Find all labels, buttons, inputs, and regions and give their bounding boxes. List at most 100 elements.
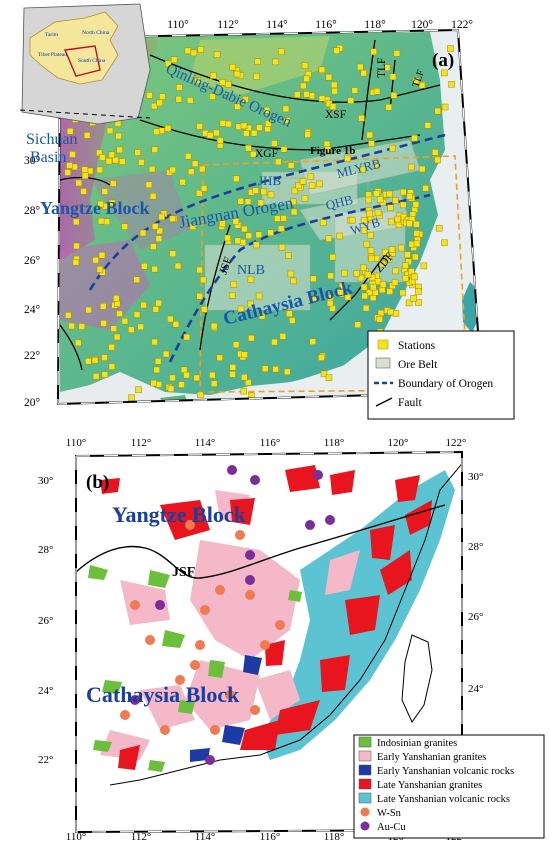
station-marker — [99, 303, 107, 310]
station-marker — [134, 149, 141, 156]
station-marker — [237, 197, 245, 205]
lat-tick-0: 30° — [24, 155, 41, 167]
station-marker — [448, 81, 455, 88]
station-marker — [229, 364, 237, 371]
station-marker — [338, 282, 346, 289]
station-marker — [381, 248, 389, 256]
lon-tick-top-2: 114° — [195, 437, 216, 449]
station-marker — [225, 120, 232, 128]
station-marker — [110, 325, 118, 332]
station-marker — [318, 66, 326, 74]
station-marker — [229, 371, 236, 378]
station-marker — [167, 315, 174, 323]
station-marker — [242, 96, 249, 103]
station-marker — [404, 251, 411, 258]
w-sn-deposit — [120, 710, 130, 720]
station-marker — [115, 132, 122, 140]
station-marker — [183, 333, 191, 341]
lat-tick-5: 20° — [24, 397, 41, 409]
station-marker — [290, 198, 297, 206]
station-marker — [360, 227, 368, 234]
station-marker — [337, 289, 344, 296]
lon-tick-bottom-0: 110° — [66, 831, 87, 841]
station-marker — [232, 218, 240, 225]
legend-stations-label: Stations — [398, 340, 436, 352]
panel-a-map: 108°110°112°114°116°118°120°122° 30°28°2… — [19, 3, 515, 420]
jsf-fault-line — [75, 504, 446, 579]
label-jsf: JSF — [218, 256, 235, 276]
station-marker — [159, 93, 166, 100]
station-marker — [260, 188, 268, 196]
legend-b-label-6: Au-Cu — [377, 822, 406, 833]
lon-tick-3: 114° — [266, 19, 288, 31]
station-marker — [97, 217, 105, 225]
station-marker — [139, 229, 147, 237]
legend-b-label-1: Early Yanshanian granites — [377, 752, 486, 763]
label-sichuan-basin-1: Sichuan — [26, 131, 78, 148]
station-marker — [151, 338, 158, 346]
w-sn-deposit — [260, 640, 270, 650]
station-marker — [376, 316, 383, 323]
station-marker — [200, 276, 207, 284]
lon-tick-top-6: 122° — [446, 437, 467, 449]
station-marker — [78, 323, 86, 330]
legend-fault-symbol — [375, 397, 393, 407]
station-marker — [367, 231, 374, 239]
station-marker — [158, 213, 165, 221]
station-marker — [388, 246, 396, 253]
station-marker — [108, 199, 116, 207]
station-marker — [379, 281, 387, 288]
station-marker — [121, 317, 129, 325]
station-marker — [68, 322, 75, 330]
lon-tick-bottom-3: 116° — [260, 831, 281, 841]
station-marker — [301, 62, 309, 69]
legend-b-symbol-3 — [358, 778, 372, 790]
station-marker — [151, 223, 159, 230]
legend-b-label-0: Indosinian granites — [377, 738, 457, 749]
station-marker — [186, 97, 194, 104]
station-marker — [108, 151, 116, 159]
station-marker — [399, 201, 407, 209]
station-marker — [372, 162, 380, 170]
station-marker — [294, 91, 301, 98]
station-marker — [184, 47, 192, 55]
station-marker — [128, 326, 135, 333]
station-marker — [387, 204, 394, 211]
station-marker — [329, 253, 337, 261]
station-marker — [406, 220, 413, 227]
station-marker — [233, 175, 240, 183]
station-marker — [393, 50, 401, 57]
station-marker — [191, 160, 199, 168]
station-marker — [237, 305, 245, 313]
station-marker — [145, 181, 153, 188]
station-marker — [197, 46, 205, 53]
station-marker — [415, 288, 422, 295]
station-marker — [96, 166, 104, 174]
station-marker — [357, 63, 364, 71]
w-sn-deposit — [185, 520, 195, 530]
lat-tick-left-2: 26° — [38, 615, 53, 627]
label-yangtze-block-b: Yangtze Block — [112, 502, 247, 527]
station-marker — [250, 129, 258, 137]
panel-a-label: (a) — [432, 50, 454, 71]
station-marker — [360, 69, 367, 77]
station-marker — [169, 250, 177, 257]
station-marker — [348, 216, 356, 224]
station-marker — [434, 156, 441, 164]
deposit-markers — [120, 465, 335, 765]
station-marker — [196, 266, 203, 274]
label-figure-1b: Figure 1b — [310, 145, 355, 157]
station-marker — [155, 299, 162, 307]
station-marker — [164, 124, 172, 132]
station-marker — [164, 60, 172, 68]
station-marker — [331, 87, 338, 95]
station-marker — [103, 218, 111, 225]
station-marker — [274, 215, 281, 222]
station-marker — [73, 242, 80, 250]
station-marker — [287, 270, 295, 278]
lon-tick-bottom-2: 114° — [195, 831, 216, 841]
station-marker — [386, 190, 393, 198]
lon-tick-top-0: 110° — [66, 437, 87, 449]
lon-tick-5: 118° — [364, 19, 386, 31]
lon-tick-6: 120° — [411, 19, 433, 31]
